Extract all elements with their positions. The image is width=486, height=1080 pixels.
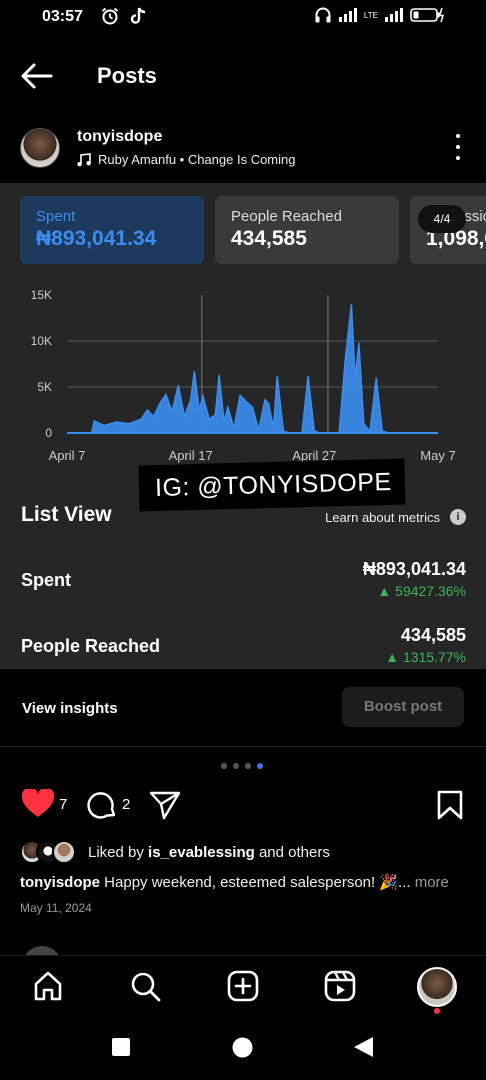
- liker-avatar: [52, 840, 76, 864]
- engagement-row: 7 2: [0, 787, 486, 823]
- carousel-dot: [233, 763, 239, 769]
- heart-icon[interactable]: [21, 789, 55, 819]
- row-change-value: 1315.77%: [402, 649, 466, 665]
- bookmark-icon[interactable]: [437, 790, 463, 820]
- row-label: People Reached: [21, 636, 161, 656]
- row-label: Spent: [21, 570, 72, 590]
- page-indicator: 4/4: [418, 205, 466, 233]
- metric-label: Spent: [36, 208, 76, 225]
- carousel-dot: [245, 763, 251, 769]
- carousel-dot-active: [257, 763, 263, 769]
- tiktok-icon: [130, 7, 146, 24]
- row-change: ▲ 1315.77%: [385, 649, 466, 665]
- info-icon[interactable]: i: [450, 509, 466, 525]
- share-icon[interactable]: [149, 790, 181, 820]
- signal-icon: [338, 8, 357, 22]
- chart-x-tick: May 7: [420, 448, 455, 463]
- row-change-value: 59427.36%: [395, 583, 466, 599]
- page-title: Posts: [97, 63, 157, 88]
- chart-x-tick: April 7: [49, 448, 86, 463]
- boost-post-button[interactable]: Boost post: [342, 687, 464, 727]
- list-view-title: List View: [21, 503, 112, 526]
- learn-link-label: Learn about metrics: [325, 509, 440, 525]
- home-system-icon[interactable]: [232, 1037, 253, 1058]
- recents-icon[interactable]: [111, 1037, 131, 1057]
- list-row-spent: Spent ₦893,041.34 ▲ 59427.36%: [21, 559, 466, 611]
- post-caption: tonyisdope Happy weekend, esteemed sales…: [20, 873, 470, 891]
- alarm-icon: [101, 7, 119, 25]
- search-icon[interactable]: [129, 970, 161, 1002]
- system-nav: [0, 1017, 486, 1080]
- status-right-icons: LTE: [314, 6, 446, 24]
- create-post-icon[interactable]: [227, 970, 259, 1002]
- status-bar: 03:57 LTE: [0, 0, 486, 34]
- post-date: May 11, 2024: [20, 901, 92, 915]
- chart-y-tick: 0: [45, 426, 52, 440]
- chart-y-tick: 10K: [31, 334, 52, 348]
- post-username[interactable]: tonyisdope: [77, 128, 163, 145]
- metric-value: ₦893,041.34: [36, 227, 157, 250]
- carousel-dot: [221, 763, 227, 769]
- caption-text: Happy weekend, esteemed salesperson! 🎉..…: [100, 874, 411, 891]
- chart-x-tick: April 17: [169, 448, 213, 463]
- metric-label: People Reached: [231, 208, 342, 225]
- watermark-label: IG: @TONYISDOPE: [138, 458, 406, 512]
- metric-card-spent[interactable]: Spent ₦893,041.34: [20, 196, 204, 264]
- more-dot-icon: [456, 134, 460, 138]
- liked-by-prefix: Liked by: [88, 843, 149, 861]
- top-header: Posts: [0, 54, 486, 98]
- music-row[interactable]: Ruby Amanfu • Change Is Coming: [77, 152, 296, 167]
- row-value: 434,585: [400, 625, 466, 645]
- insights-panel: Spent ₦893,041.34 People Reached 434,585…: [0, 183, 486, 669]
- caption-username[interactable]: tonyisdope: [20, 874, 101, 891]
- back-system-icon[interactable]: [352, 1036, 374, 1058]
- chart-x-tick: April 27: [292, 448, 336, 463]
- row-value: ₦893,041.34: [362, 559, 466, 579]
- battery-icon: [410, 7, 445, 23]
- metric-value: 434,585: [231, 227, 307, 250]
- comment-icon[interactable]: [86, 789, 118, 821]
- row-change: ▲ 59427.36%: [377, 583, 466, 599]
- list-row-people-reached: People Reached 434,585 ▲ 1315.77%: [21, 625, 466, 669]
- more-dot-icon: [456, 145, 460, 149]
- status-time: 03:57: [42, 8, 83, 25]
- back-button[interactable]: [20, 62, 54, 90]
- liked-by-text: Liked by is_evablessing and others: [88, 844, 330, 861]
- reels-icon[interactable]: [324, 970, 356, 1002]
- metric-cards: Spent ₦893,041.34 People Reached 434,585…: [20, 196, 486, 264]
- comment-count[interactable]: 2: [122, 796, 131, 813]
- arrow-left-icon: [21, 63, 53, 89]
- headphones-icon: [315, 7, 331, 23]
- chart-y-tick: 5K: [37, 380, 52, 394]
- liked-by-row[interactable]: Liked by is_evablessing and others: [20, 839, 330, 865]
- home-icon[interactable]: [32, 970, 64, 1002]
- bottom-nav: [0, 955, 486, 1017]
- caption-more-link[interactable]: more: [410, 874, 449, 891]
- notification-dot: [434, 1008, 440, 1014]
- status-left-icons: [100, 6, 148, 26]
- metric-card-people-reached[interactable]: People Reached 434,585: [215, 196, 399, 264]
- liked-by-user[interactable]: is_evablessing: [148, 843, 255, 861]
- view-insights-link[interactable]: View insights: [22, 700, 118, 717]
- user-avatar[interactable]: [20, 128, 60, 168]
- music-label: Ruby Amanfu • Change Is Coming: [98, 152, 296, 167]
- signal-icon-secondary: [385, 8, 403, 22]
- insights-action-bar: View insights Boost post: [0, 669, 486, 747]
- chart-series-area: [67, 304, 438, 434]
- more-options-button[interactable]: [452, 134, 464, 160]
- profile-tab-avatar[interactable]: [417, 967, 457, 1007]
- chart-y-tick: 15K: [31, 288, 52, 302]
- carousel-dots: [221, 763, 263, 769]
- post-header: tonyisdope Ruby Amanfu • Change Is Comin…: [0, 124, 486, 174]
- learn-about-metrics-link[interactable]: Learn about metrics i: [325, 509, 466, 525]
- liked-by-suffix: and others: [254, 843, 330, 861]
- music-note-icon: [77, 152, 91, 166]
- spent-chart: 15K 10K 5K 0 April 7 April 17 April 27 May 7: [31, 288, 456, 463]
- like-count[interactable]: 7: [59, 796, 68, 813]
- more-dot-icon: [456, 156, 460, 160]
- network-type-label: LTE: [363, 10, 378, 20]
